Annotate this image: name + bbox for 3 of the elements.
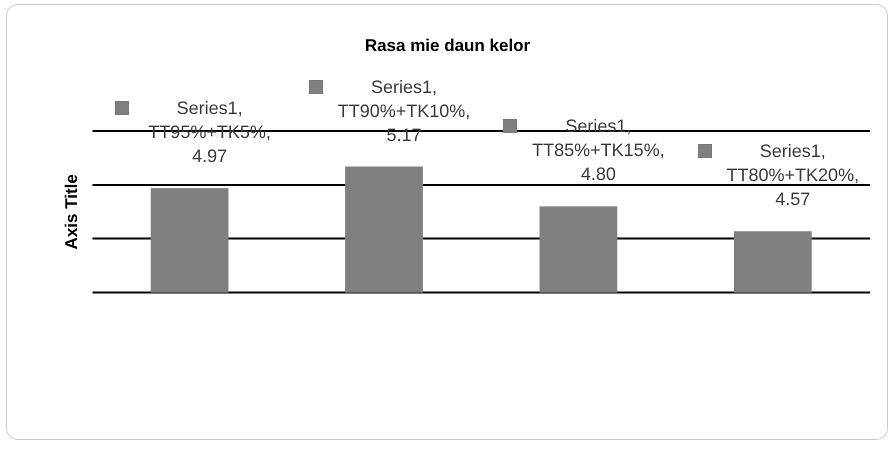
data-label: Series1, TT80%+TK20%, 4.57 [726, 140, 860, 212]
y-axis-title: Axis Title [62, 174, 81, 250]
chart-title: Rasa mie daun kelor [364, 36, 532, 56]
